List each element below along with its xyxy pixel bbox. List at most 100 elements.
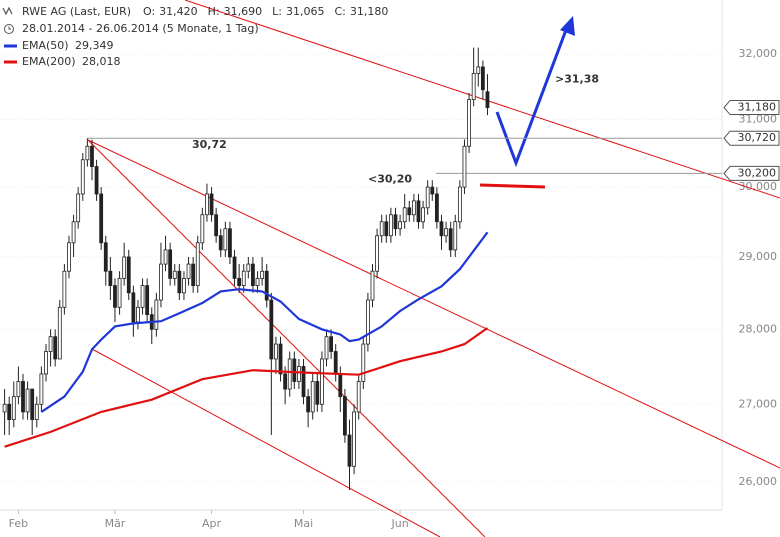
x-tick-label: Jun xyxy=(390,517,408,530)
header: RWE AG (Last, EUR) 28.01.2014 - 26.06.20… xyxy=(2,5,389,68)
candle-body xyxy=(195,242,200,286)
candle-body xyxy=(251,263,255,286)
x-tick-label: Mai xyxy=(294,517,313,530)
candle-body xyxy=(126,256,131,294)
candle-body xyxy=(53,336,58,360)
quote-name: H: xyxy=(208,5,220,18)
candle-body xyxy=(39,373,44,405)
candle-body xyxy=(297,366,301,382)
y-tick-label: 28,000 xyxy=(739,322,778,335)
candle-body xyxy=(480,66,485,91)
candle-body xyxy=(205,193,209,216)
candle-body xyxy=(246,263,251,272)
candle-body xyxy=(200,214,205,244)
candle-body xyxy=(2,403,7,413)
candle-body xyxy=(402,207,407,223)
legend-label: EMA(50) xyxy=(22,39,69,52)
candle-body xyxy=(80,159,85,195)
candle-body xyxy=(99,193,104,244)
candle-body xyxy=(365,299,370,345)
clock-icon xyxy=(4,24,14,34)
candle-body xyxy=(315,381,320,405)
candle-body xyxy=(209,193,214,216)
ema-line xyxy=(4,327,489,448)
chart-icon xyxy=(2,6,13,16)
candle-body xyxy=(310,381,315,413)
candle-body xyxy=(444,228,448,237)
y-tick-label: 30,000 xyxy=(739,180,778,193)
annotation: >31,38 xyxy=(555,72,599,85)
candle-body xyxy=(232,256,237,279)
candle-body xyxy=(407,207,412,216)
candle-body xyxy=(182,277,186,294)
candle-body xyxy=(131,292,136,323)
legend-value: 28,018 xyxy=(82,55,121,68)
candle-body xyxy=(214,214,219,237)
candle-body xyxy=(172,270,177,279)
candle-body xyxy=(140,285,145,308)
candle-body xyxy=(255,277,260,286)
candle-body xyxy=(117,277,122,308)
clock-hand xyxy=(8,26,11,30)
candle-body xyxy=(228,228,232,258)
candle-body xyxy=(324,336,329,360)
candle-body xyxy=(191,263,196,286)
candle-body xyxy=(163,249,168,265)
candle-body xyxy=(274,343,278,360)
candle-body xyxy=(145,285,150,316)
quote-value: 31,690 xyxy=(224,5,263,18)
candle-body xyxy=(7,403,12,420)
candle-body xyxy=(94,166,99,195)
candle-body xyxy=(333,351,338,375)
trend-line xyxy=(87,139,486,537)
y-tick-label: 26,000 xyxy=(739,475,778,488)
candle-body xyxy=(90,145,94,167)
candle-body xyxy=(44,351,48,375)
candle-body xyxy=(430,186,435,195)
ema-line xyxy=(40,231,489,413)
y-tick-label: 27,000 xyxy=(739,397,778,410)
period: 28.01.2014 - 26.06.2014 (5 Monate, 1 Tag… xyxy=(22,22,259,35)
candle-body xyxy=(370,270,375,301)
candle-body xyxy=(462,145,467,188)
candle-body xyxy=(57,306,62,360)
candle-body xyxy=(421,207,425,223)
support-mark xyxy=(479,183,546,189)
candle-body xyxy=(301,366,306,398)
candle-body xyxy=(425,186,430,209)
candle-body xyxy=(338,373,343,398)
trend-line xyxy=(91,348,441,537)
candle-body xyxy=(453,221,458,251)
legend-label: EMA(200) xyxy=(22,55,76,68)
y-tick-label: 32,000 xyxy=(739,47,778,60)
candle-body xyxy=(448,228,453,251)
candle-body xyxy=(16,381,21,398)
candle-body xyxy=(384,221,389,237)
candle-body xyxy=(71,221,76,244)
candle-body xyxy=(485,91,490,108)
price-marker-label: 30,720 xyxy=(738,131,777,144)
candle-body xyxy=(168,249,173,279)
candle-body xyxy=(108,270,113,286)
candle-body xyxy=(306,396,311,413)
candle-body xyxy=(85,145,90,161)
candle-body xyxy=(177,270,182,294)
quote-value: 31,420 xyxy=(159,5,198,18)
quote-value: 31,180 xyxy=(350,5,389,18)
annotation: <30,20 xyxy=(368,172,412,185)
quote-name: L: xyxy=(272,5,282,18)
candle-body xyxy=(76,193,81,223)
forecast-arrow xyxy=(495,29,568,168)
candle-body xyxy=(260,270,265,279)
candle-body xyxy=(379,221,384,237)
plot: 31,180 30,720 30,200 30,72 <30,20 >31,38 xyxy=(2,47,780,491)
quote-value: 31,065 xyxy=(286,5,325,18)
chart-title: RWE AG (Last, EUR) xyxy=(22,5,131,18)
candle-body xyxy=(476,66,481,74)
candle-body xyxy=(269,299,274,360)
x-tick-label: Feb xyxy=(9,517,28,530)
quote-name: C: xyxy=(335,5,346,18)
candle-body xyxy=(62,270,67,308)
candle-body xyxy=(375,235,379,272)
candle-body xyxy=(352,411,357,467)
